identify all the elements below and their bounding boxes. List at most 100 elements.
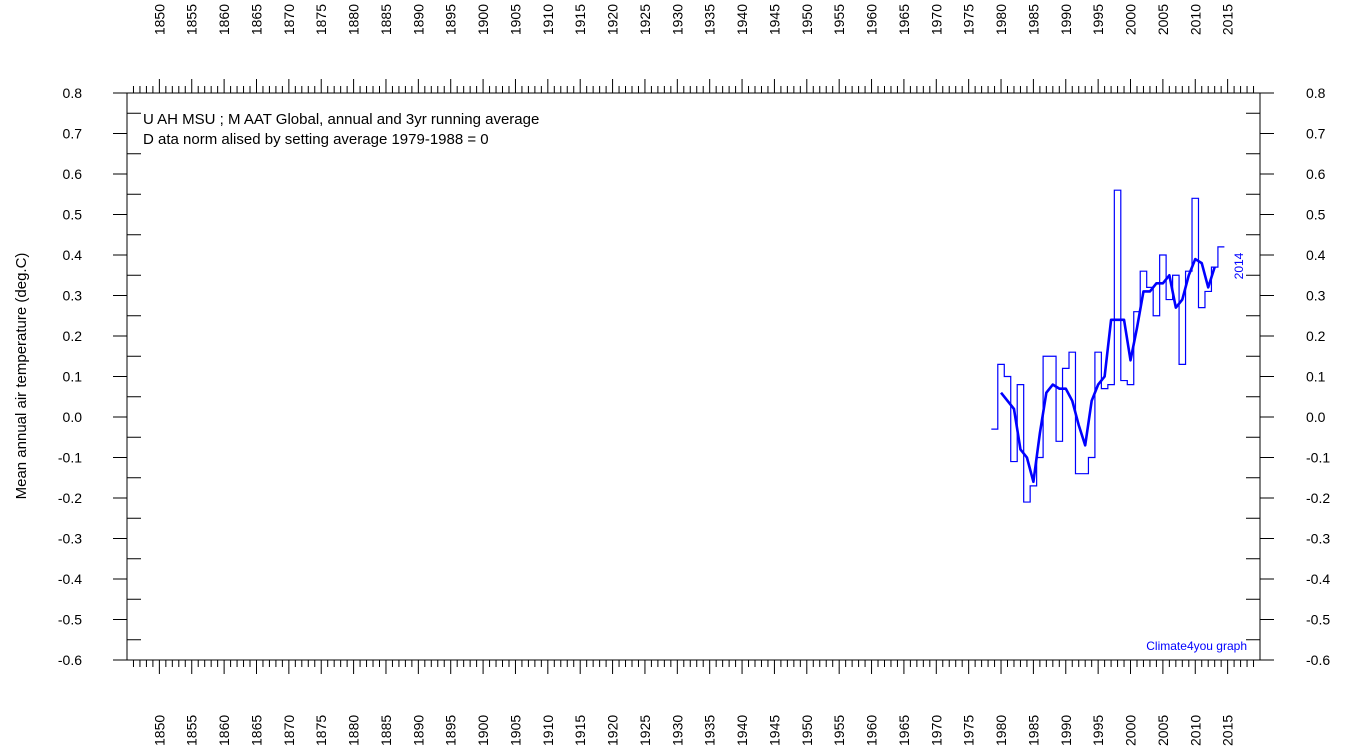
y-tick-label-left: 0.5 xyxy=(63,207,83,223)
plot-frame xyxy=(126,92,1261,661)
y-tick-label-left: -0.4 xyxy=(58,571,82,587)
x-tick-label-top: 1910 xyxy=(540,4,556,35)
x-tick-label-top: 2015 xyxy=(1220,4,1236,35)
x-tick-label-top: 1925 xyxy=(637,4,653,35)
x-tick-label-top: 1850 xyxy=(151,4,167,35)
x-tick-label-bottom: 1900 xyxy=(475,715,491,746)
x-tick-label-bottom: 1950 xyxy=(799,715,815,746)
y-tick-label-right: -0.2 xyxy=(1306,490,1330,506)
series-end-year-label: 2014 xyxy=(1232,252,1246,279)
x-tick-label-top: 1895 xyxy=(443,4,459,35)
x-tick-label-bottom: 1865 xyxy=(248,715,264,746)
x-tick-label-bottom: 1860 xyxy=(216,715,232,746)
x-tick-label-bottom: 1875 xyxy=(313,715,329,746)
y-tick-labels-left: 0.8 0.7 0.6 0.5 0.4 0.3 0.2 0.1 0.0 -0.1 -0.2 -0.3 -… xyxy=(58,85,82,668)
y-tick-label-right: -0.1 xyxy=(1306,450,1330,466)
x-tick-label-bottom: 1965 xyxy=(896,715,912,746)
x-tick-label-bottom: 2010 xyxy=(1187,715,1203,746)
y-tick-label-right: 0.1 xyxy=(1306,369,1326,385)
y-tick-label-left: 0.4 xyxy=(63,247,83,263)
x-tick-label-bottom: 1905 xyxy=(507,715,523,746)
x-tick-label-bottom: 1910 xyxy=(540,715,556,746)
x-tick-label-top: 1905 xyxy=(507,4,523,35)
y-tick-label-left: 0.0 xyxy=(63,409,83,425)
y-tick-label-right: -0.3 xyxy=(1306,531,1330,547)
x-tick-label-bottom: 1880 xyxy=(346,715,362,746)
x-tick-label-bottom: 1885 xyxy=(378,715,394,746)
x-tick-label-bottom: 1940 xyxy=(734,715,750,746)
x-tick-label-top: 1985 xyxy=(1025,4,1041,35)
x-tick-label-top: 2000 xyxy=(1123,4,1139,35)
y-tick-label-left: -0.3 xyxy=(58,531,82,547)
running-average-series xyxy=(1000,257,1216,484)
x-tick-label-bottom: 2000 xyxy=(1123,715,1139,746)
y-tick-label-left: -0.2 xyxy=(58,490,82,506)
y-tick-label-left: 0.6 xyxy=(63,166,83,182)
y-tick-label-right: 0.8 xyxy=(1306,85,1326,101)
x-tick-label-top: 1990 xyxy=(1058,4,1074,35)
chart-title-line-1: U AH MSU ; M AAT Global, annual and 3yr … xyxy=(143,111,539,128)
y-tick-label-right: 0.7 xyxy=(1306,126,1326,142)
y-tick-label-right: -0.6 xyxy=(1306,652,1330,668)
x-tick-label-bottom: 2015 xyxy=(1220,715,1236,746)
x-tick-label-bottom: 1975 xyxy=(961,715,977,746)
x-tick-label-bottom: 1985 xyxy=(1025,715,1041,746)
x-tick-label-top: 1915 xyxy=(572,4,588,35)
y-tick-label-right: 0.2 xyxy=(1306,328,1326,344)
x-tick-label-bottom: 1920 xyxy=(605,715,621,746)
y-tick-label-left: 0.3 xyxy=(63,288,83,304)
x-tick-label-bottom: 1995 xyxy=(1090,715,1106,746)
x-tick-label-top: 1980 xyxy=(993,4,1009,35)
y-tick-label-right: -0.5 xyxy=(1306,612,1330,628)
x-tick-label-top: 1935 xyxy=(702,4,718,35)
x-tick-label-top: 1900 xyxy=(475,4,491,35)
x-tick-label-top: 1965 xyxy=(896,4,912,35)
chart-title-line-2: D ata norm alised by setting average 197… xyxy=(143,131,489,148)
y-tick-label-left: 0.1 xyxy=(63,369,83,385)
x-tick-label-bottom: 1930 xyxy=(669,715,685,746)
x-tick-labels-bottom: 1850 1855 1860 1865 1870 1875 1880 1885 1890 1895… xyxy=(151,715,1235,746)
series-layer xyxy=(991,189,1225,503)
x-tick-label-bottom: 1935 xyxy=(702,715,718,746)
x-tick-label-bottom: 2005 xyxy=(1155,715,1171,746)
x-tick-label-bottom: 1955 xyxy=(831,715,847,746)
x-tick-label-bottom: 1895 xyxy=(443,715,459,746)
axis-ticks xyxy=(113,79,1274,674)
x-tick-label-bottom: 1915 xyxy=(572,715,588,746)
y-tick-label-right: 0.0 xyxy=(1306,409,1326,425)
x-tick-label-bottom: 1925 xyxy=(637,715,653,746)
x-tick-label-top: 1940 xyxy=(734,4,750,35)
x-tick-label-top: 1870 xyxy=(281,4,297,35)
y-tick-label-left: 0.7 xyxy=(63,126,83,142)
x-tick-label-bottom: 1990 xyxy=(1058,715,1074,746)
x-tick-labels-top: 1850 1855 1860 1865 1870 1875 1880 1885 1890 1895… xyxy=(151,4,1235,35)
x-tick-label-bottom: 1970 xyxy=(928,715,944,746)
x-tick-label-bottom: 1855 xyxy=(184,715,200,746)
x-tick-label-top: 1970 xyxy=(928,4,944,35)
x-tick-label-top: 1920 xyxy=(605,4,621,35)
x-tick-label-top: 1960 xyxy=(864,4,880,35)
y-tick-label-right: 0.6 xyxy=(1306,166,1326,182)
x-tick-label-top: 1875 xyxy=(313,4,329,35)
x-tick-label-top: 1995 xyxy=(1090,4,1106,35)
y-tick-label-left: -0.6 xyxy=(58,652,82,668)
x-tick-label-top: 1975 xyxy=(961,4,977,35)
x-tick-label-bottom: 1850 xyxy=(151,715,167,746)
x-tick-label-top: 1880 xyxy=(346,4,362,35)
x-tick-label-top: 1945 xyxy=(766,4,782,35)
x-tick-label-top: 1885 xyxy=(378,4,394,35)
y-tick-label-right: -0.4 xyxy=(1306,571,1330,587)
x-tick-label-bottom: 1870 xyxy=(281,715,297,746)
y-tick-label-left: -0.1 xyxy=(58,450,82,466)
credit-label: Climate4you graph xyxy=(1146,639,1247,653)
x-tick-label-top: 1955 xyxy=(831,4,847,35)
x-tick-label-top: 1930 xyxy=(669,4,685,35)
y-tick-label-right: 0.5 xyxy=(1306,207,1326,223)
y-tick-labels-right: 0.8 0.7 0.6 0.5 0.4 0.3 0.2 0.1 0.0 -0.1 -0.2 -0.3 -… xyxy=(1306,85,1330,668)
x-tick-label-top: 1865 xyxy=(248,4,264,35)
y-tick-label-right: 0.3 xyxy=(1306,288,1326,304)
y-tick-label-left: -0.5 xyxy=(58,612,82,628)
y-axis-label: Mean annual air temperature (deg.C) xyxy=(13,253,30,500)
x-tick-label-top: 2005 xyxy=(1155,4,1171,35)
